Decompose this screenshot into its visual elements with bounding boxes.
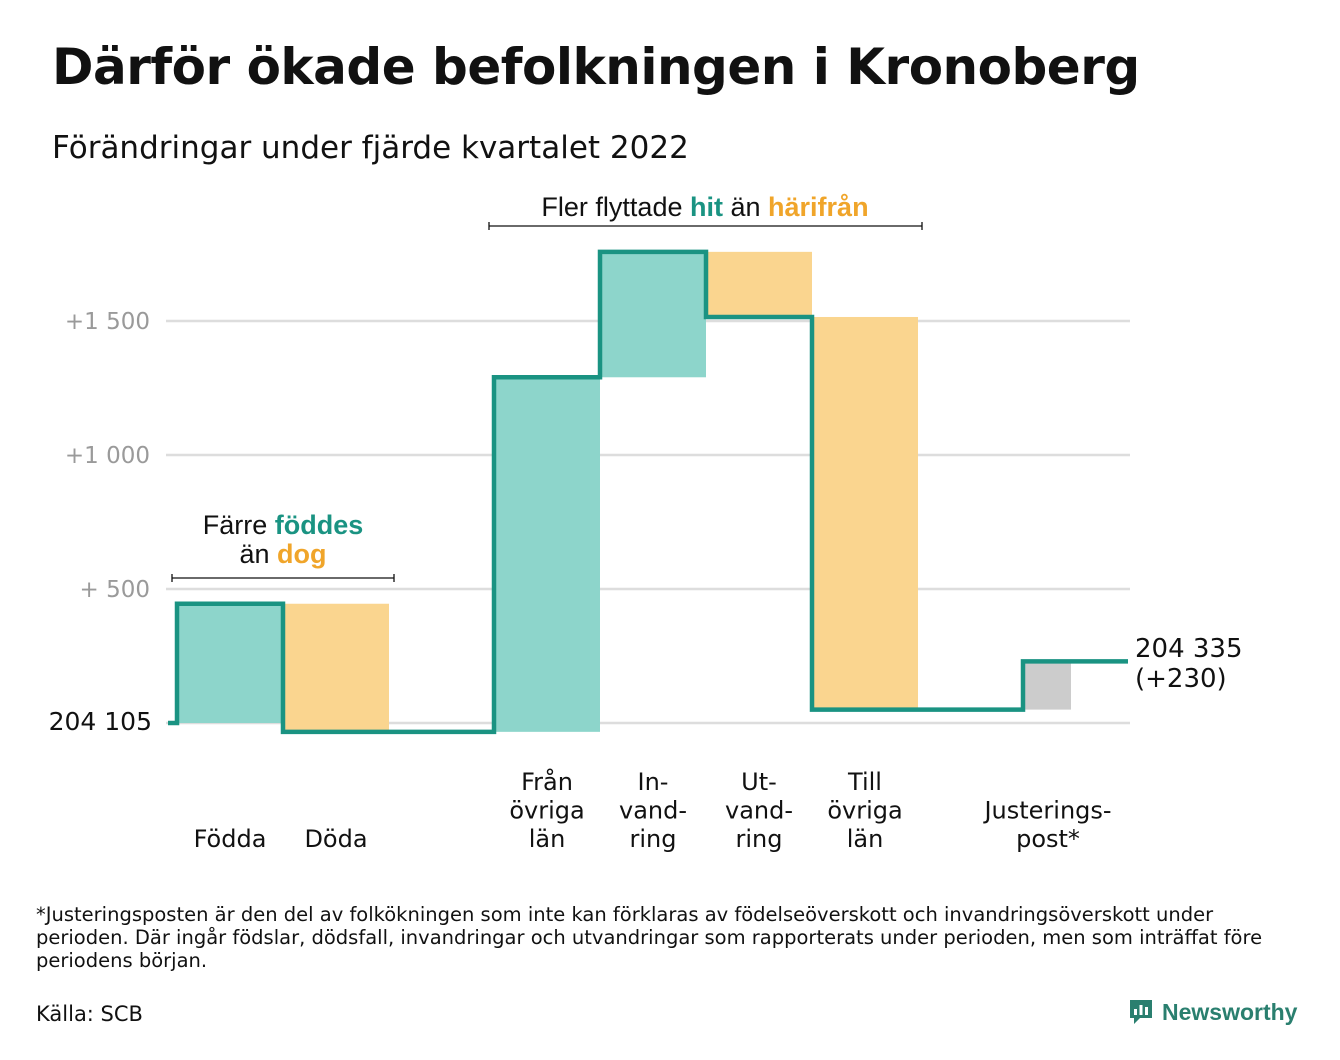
category-label: Ut-vand-ring xyxy=(725,768,793,853)
annotation-text: Fler flyttade xyxy=(541,192,690,222)
cumulative-line xyxy=(168,249,1128,735)
bar-increase xyxy=(177,603,283,723)
start-value-label: 204 105 xyxy=(49,707,152,736)
annotation-highlight-hit: hit xyxy=(690,192,723,222)
source-label: Källa: SCB xyxy=(36,1002,143,1026)
annotation-text: Färre xyxy=(203,510,275,540)
bar-decrease xyxy=(706,251,812,317)
annotation-highlight-died: dog xyxy=(277,539,326,569)
svg-text:Fler flyttade hit än härifrån: Fler flyttade hit än härifrån xyxy=(541,192,868,222)
annotation-text: än xyxy=(239,539,277,569)
category-label: Från övriga län xyxy=(509,767,584,853)
bar-adjustment xyxy=(1023,661,1071,710)
bar-increase xyxy=(600,251,706,378)
footnote: *Justeringsposten är den del av folkökni… xyxy=(36,903,1263,972)
category-label: Till övriga län xyxy=(827,768,902,853)
annotation-highlight-harifran: härifrån xyxy=(768,192,869,222)
category-label: Justerings-post* xyxy=(982,797,1111,854)
annotation-text: än xyxy=(723,192,768,222)
end-change-label: (+230) xyxy=(1135,664,1227,694)
annotation-bracket xyxy=(488,222,923,230)
end-value-label: 204 335 xyxy=(1135,634,1243,664)
y-tick-label: +1 500 xyxy=(65,309,150,335)
bars xyxy=(177,251,1071,732)
newsworthy-logo-icon xyxy=(1130,1000,1152,1024)
y-tick-labels: +1 500 +1 000 + 500 xyxy=(65,309,150,603)
birth-death-annotation: Färre föddes än dog xyxy=(171,510,395,582)
y-tick-label: + 500 xyxy=(80,577,150,603)
chart-subtitle: Förändringar under fjärde kvartalet 2022 xyxy=(52,130,689,166)
category-label: Döda xyxy=(304,825,367,853)
svg-text:Färre föddes: Färre föddes xyxy=(203,510,364,540)
bar-decrease xyxy=(283,603,389,732)
svg-text:än dog: än dog xyxy=(239,539,326,569)
category-labels: Födda Döda Från övriga län In-vand-ring Ut-van… xyxy=(194,767,1112,853)
chart-title: Därför ökade befolkningen i Kronoberg xyxy=(52,38,1140,96)
category-label: In-vand-ring xyxy=(619,768,687,853)
newsworthy-logo-text: Newsworthy xyxy=(1162,998,1298,1025)
annotation-bracket xyxy=(171,574,395,582)
bar-decrease xyxy=(812,316,918,710)
newsworthy-logo: Newsworthy xyxy=(1128,998,1297,1026)
waterfall-chart: +1 500 +1 000 + 500 Födda Döda Från övriga län… xyxy=(49,192,1243,853)
annotation-highlight-born: föddes xyxy=(275,510,364,540)
y-tick-label: +1 000 xyxy=(65,443,150,469)
migration-annotation: Fler flyttade hit än härifrån xyxy=(488,192,923,230)
category-label: Födda xyxy=(194,825,267,853)
bar-increase xyxy=(494,377,600,732)
